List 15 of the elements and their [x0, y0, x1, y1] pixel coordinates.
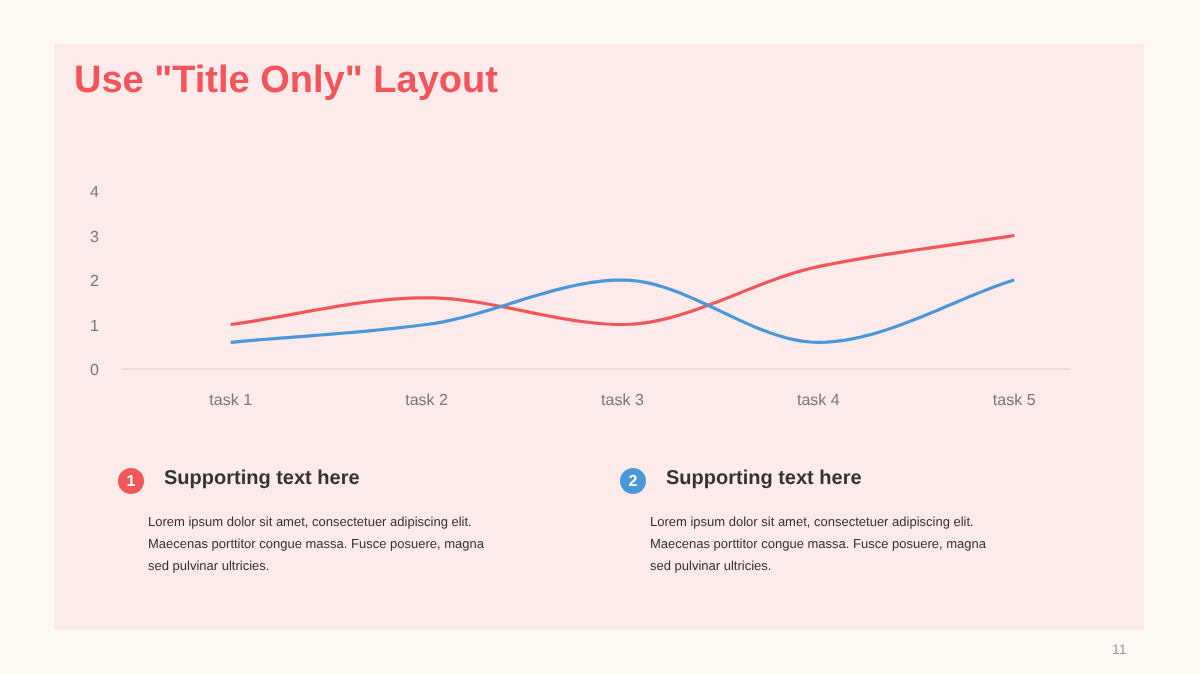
text: Supporting text here [164, 466, 360, 494]
chart-title: Use "Title Only" Layout [74, 58, 498, 106]
x-tick-label: task 3 [601, 391, 645, 409]
y-tick-label: 1 [90, 316, 101, 335]
y-tick-label: 0 [90, 361, 101, 379]
x-tick-label: task 5 [992, 391, 1037, 409]
x-tick-label: task 2 [405, 391, 450, 409]
text: Supporting text here [666, 466, 862, 494]
y-tick-label: 4 [90, 183, 101, 201]
y-tick-label: 3 [90, 227, 101, 246]
x-tick-label: task 1 [209, 391, 254, 409]
y-tick-label: 2 [90, 272, 101, 290]
x-tick-label: task 4 [796, 391, 841, 409]
text: 2 [620, 467, 646, 494]
text: 1 [118, 467, 144, 494]
